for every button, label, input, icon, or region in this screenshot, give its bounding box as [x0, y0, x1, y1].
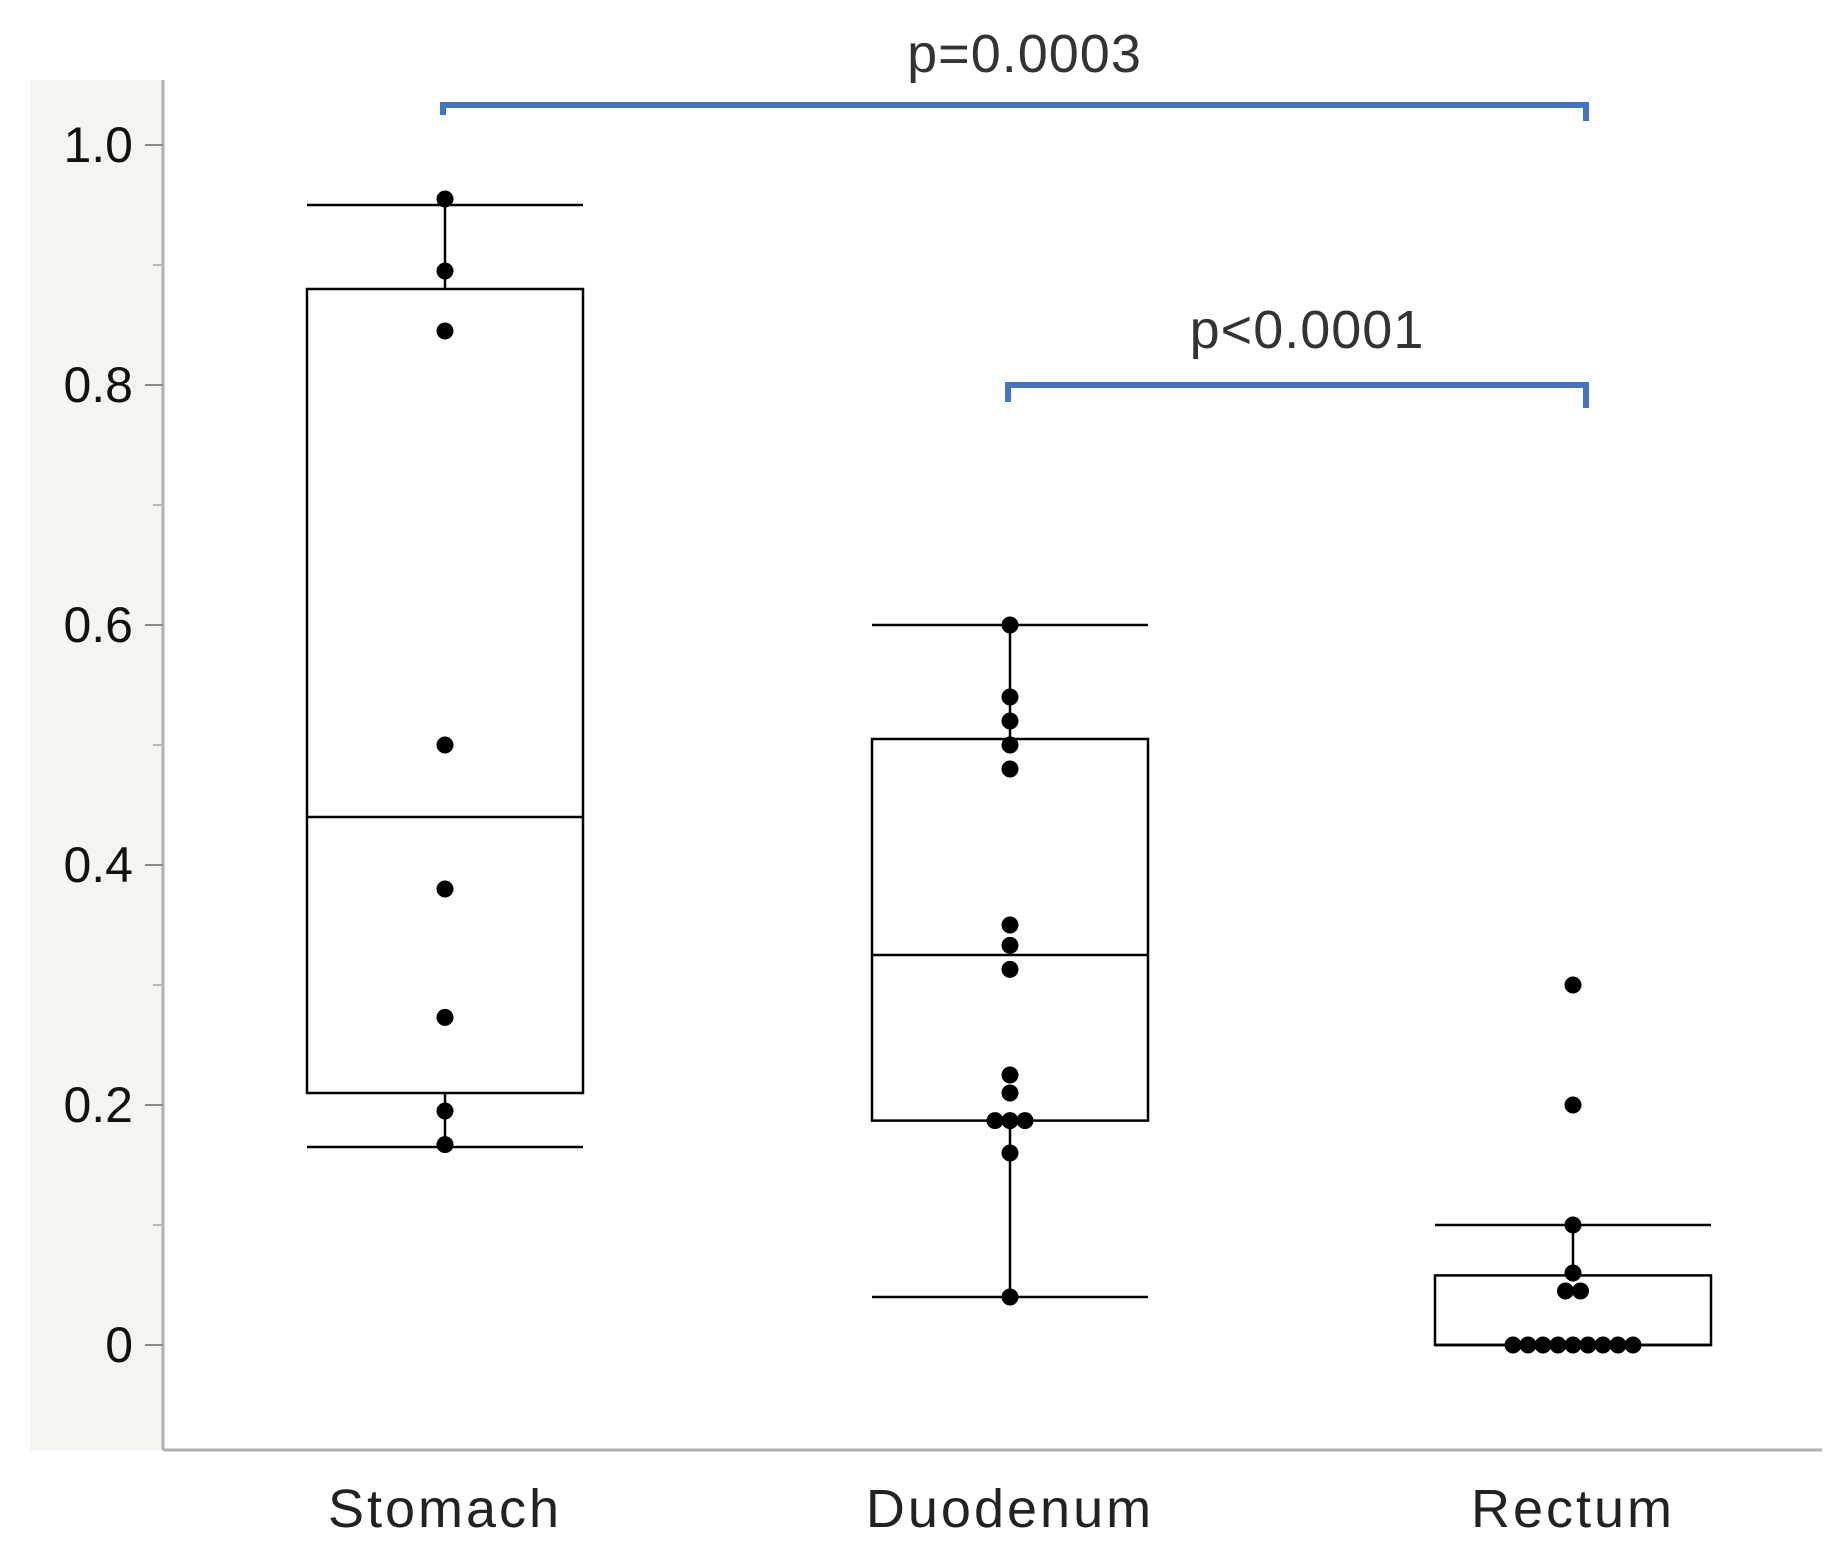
data-point: [1564, 1216, 1582, 1234]
significance-bracket-2: p<0.0001: [1005, 300, 1589, 408]
data-point: [1001, 960, 1019, 978]
significance-layer: p=0.0003 p<0.0001: [440, 24, 1589, 408]
x-axis-labels: Stomach Duodenum Rectum: [328, 1479, 1675, 1539]
bracket-line: [440, 102, 1589, 121]
p-value-label: p<0.0001: [1190, 300, 1425, 360]
iqr-box: [305, 287, 585, 1095]
data-point: [1001, 688, 1019, 706]
data-point: [1564, 1264, 1582, 1282]
points-stomach: [436, 190, 454, 1154]
points-duodenum: [986, 616, 1034, 1306]
y-axis: 0 0.2 0.4 0.6 0.8 1.0: [63, 80, 1822, 1452]
y-tick-label: 0: [105, 1317, 133, 1373]
bracket-line: [1005, 382, 1589, 408]
data-point: [1579, 1336, 1597, 1354]
point-layer: [436, 190, 1642, 1354]
data-point: [1001, 916, 1019, 934]
y-tick-label: 0.6: [63, 597, 133, 653]
data-point: [1594, 1336, 1612, 1354]
category-label-stomach: Stomach: [328, 1479, 562, 1539]
category-label-rectum: Rectum: [1471, 1479, 1675, 1539]
data-point: [1001, 736, 1019, 754]
data-point: [1001, 760, 1019, 778]
data-point: [1001, 616, 1019, 634]
category-label-duodenum: Duodenum: [866, 1479, 1154, 1539]
data-point: [436, 736, 454, 754]
points-rectum: [1504, 976, 1642, 1354]
data-point: [1572, 1282, 1589, 1300]
data-point: [1564, 1096, 1582, 1114]
data-point: [1624, 1336, 1642, 1354]
data-point: [1609, 1336, 1627, 1354]
iqr-box: [1433, 1274, 1713, 1347]
y-tick-label: 0.2: [63, 1077, 133, 1133]
data-point: [1016, 1112, 1034, 1130]
data-point: [1534, 1336, 1552, 1354]
data-point: [1001, 1066, 1019, 1084]
p-value-label: p=0.0003: [907, 24, 1142, 84]
data-point: [1001, 1084, 1019, 1102]
box-rectum: [1433, 1223, 1713, 1347]
data-point: [1001, 712, 1019, 730]
data-point: [436, 880, 454, 898]
data-point: [1557, 1282, 1574, 1300]
box-stomach: [305, 203, 585, 1149]
data-point: [1001, 1144, 1019, 1162]
data-point: [986, 1112, 1004, 1130]
data-point: [1001, 1288, 1019, 1306]
data-point: [1564, 1336, 1582, 1354]
data-point: [436, 262, 454, 280]
significance-bracket-1: p=0.0003: [440, 24, 1589, 121]
data-point: [1001, 936, 1019, 954]
y-tick-label: 0.8: [63, 357, 133, 413]
data-point: [436, 1136, 454, 1154]
chart-background: [30, 80, 163, 1450]
axis-band: [30, 80, 163, 1450]
y-tick-label: 1.0: [63, 117, 133, 173]
data-point: [1564, 976, 1582, 994]
data-point: [1001, 1112, 1019, 1130]
data-point: [436, 1008, 454, 1026]
data-point: [436, 322, 454, 340]
data-point: [436, 190, 454, 208]
y-tick-label: 0.4: [63, 837, 133, 893]
data-point: [1504, 1336, 1522, 1354]
data-point: [436, 1102, 454, 1120]
data-point: [1549, 1336, 1567, 1354]
data-point: [1519, 1336, 1537, 1354]
